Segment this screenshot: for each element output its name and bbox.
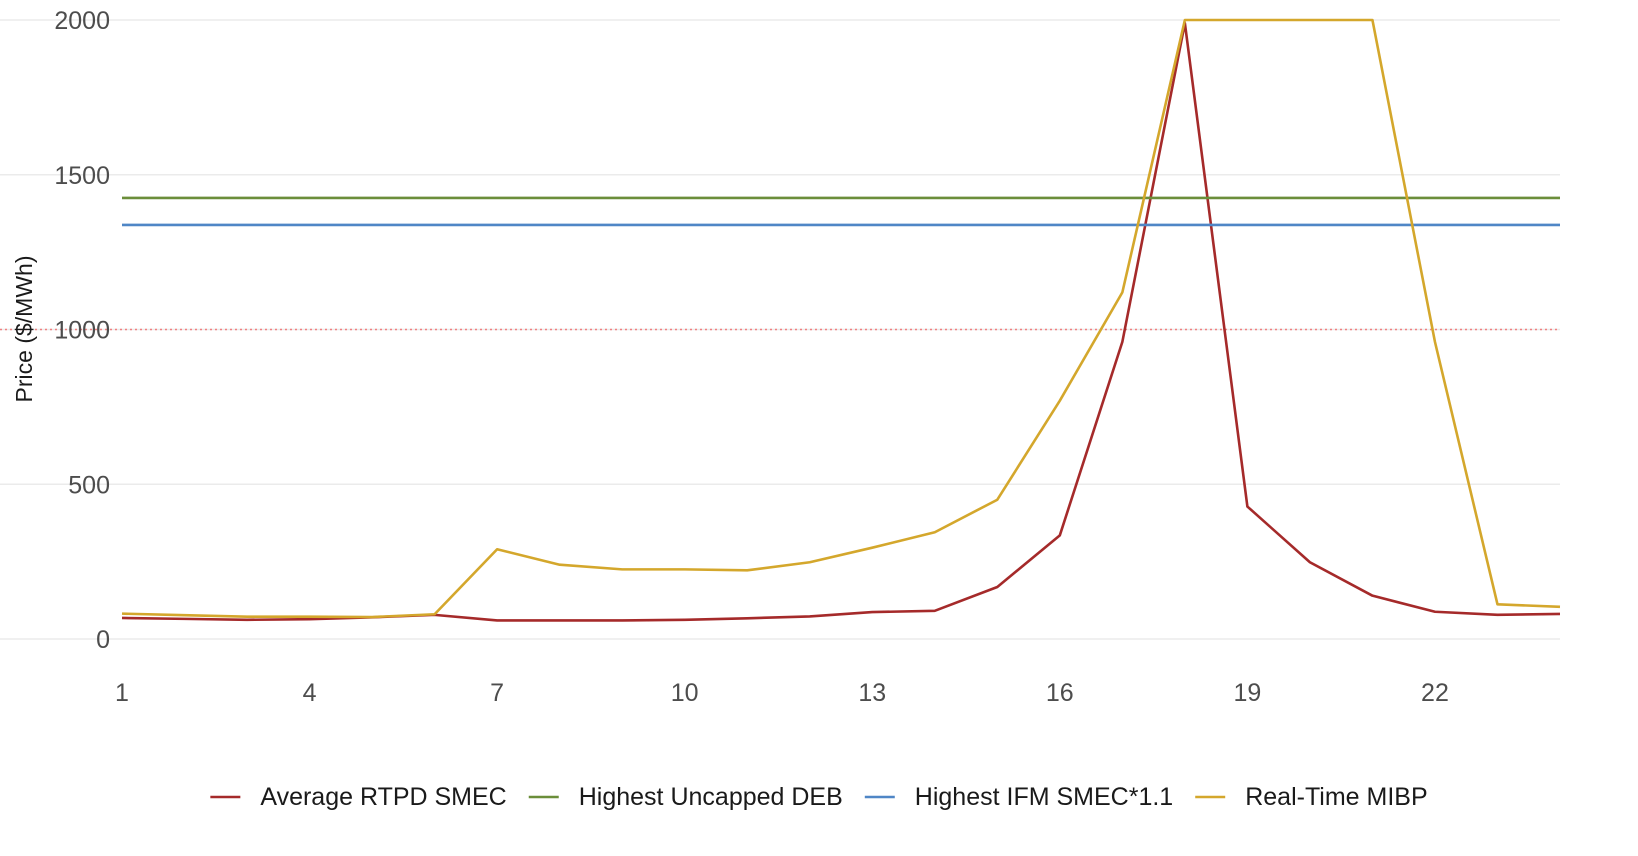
legend-item-average-rtpd-smec: Average RTPD SMEC	[210, 783, 507, 811]
y-tick-label-1500: 1500	[54, 162, 110, 190]
x-tick-label-22: 22	[1421, 679, 1449, 707]
legend-label-highest-uncapped-deb: Highest Uncapped DEB	[579, 783, 843, 811]
y-axis-tick-labels: 0 500 1000 1500 2000	[54, 7, 110, 654]
legend-item-highest-ifm-smec-1-1: Highest IFM SMEC*1.1	[864, 783, 1173, 811]
series-line-average-rtpd-smec	[121, 21, 1561, 622]
y-tick-label-500: 500	[68, 471, 110, 499]
legend-item-highest-uncapped-deb: Highest Uncapped DEB	[528, 783, 843, 811]
legend-label-highest-ifm-smec-1-1: Highest IFM SMEC*1.1	[915, 783, 1173, 811]
y-axis-title: Price ($/MWh)	[11, 256, 37, 403]
x-tick-label-13: 13	[858, 679, 886, 707]
x-tick-label-7: 7	[490, 679, 504, 707]
x-tick-label-4: 4	[303, 679, 317, 707]
legend-item-real-time-mibp: Real-Time MIBP	[1195, 783, 1428, 811]
x-tick-label-1: 1	[115, 679, 129, 707]
x-tick-label-10: 10	[671, 679, 699, 707]
legend-label-average-rtpd-smec: Average RTPD SMEC	[260, 783, 506, 811]
x-tick-label-19: 19	[1233, 679, 1261, 707]
y-tick-label-0: 0	[96, 626, 110, 654]
series-lines	[121, 18, 1561, 622]
y-tick-label-2000: 2000	[54, 7, 110, 35]
x-axis-tick-labels: 1 4 7 10 13 16 19 22	[115, 679, 1449, 707]
y-tick-label-1000: 1000	[54, 317, 110, 345]
legend: Average RTPD SMEC Highest Uncapped DEB Hig…	[210, 783, 1428, 811]
x-tick-label-16: 16	[1046, 679, 1074, 707]
legend-label-real-time-mibp: Real-Time MIBP	[1245, 783, 1427, 811]
series-line-real-time-mibp	[121, 18, 1561, 619]
